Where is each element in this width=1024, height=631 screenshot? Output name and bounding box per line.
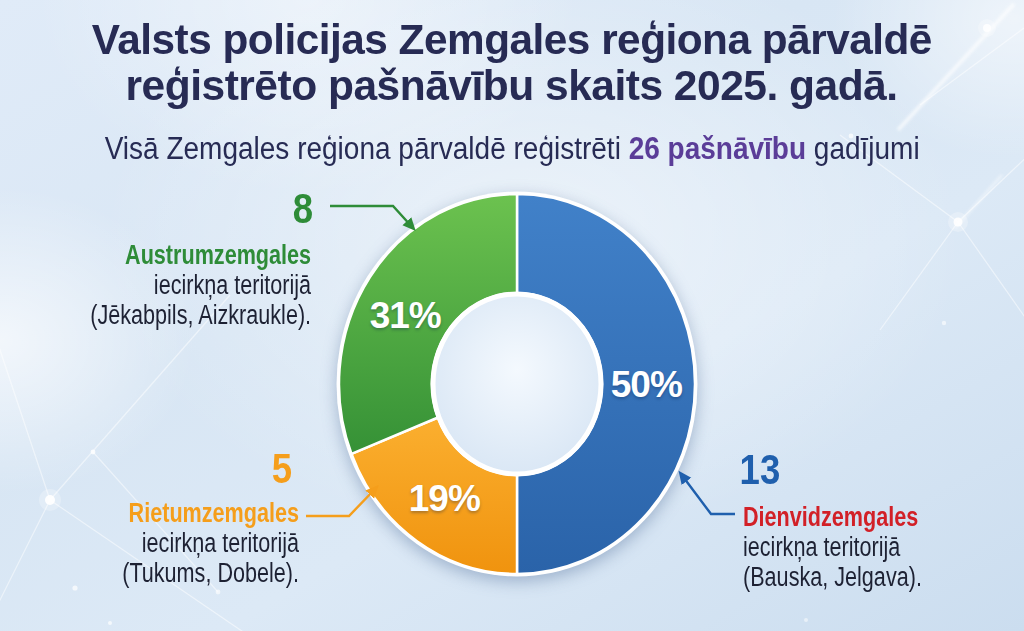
region-line2-austrumzemgales: iecirkņa teritorijā xyxy=(90,270,311,300)
leader-line-dienvidzemgales xyxy=(681,474,735,514)
percent-label-rietumzemgales: 19% xyxy=(409,478,480,519)
region-line2-dienvidzemgales: iecirkņa teritorijā xyxy=(743,532,922,562)
region-line2-rietumzemgales: iecirkņa teritorijā xyxy=(122,528,299,558)
percent-label-austrumzemgales: 31% xyxy=(370,295,441,336)
region-name-austrumzemgales: Austrumzemgales xyxy=(90,240,311,270)
region-line3-austrumzemgales: (Jēkabpils, Aizkraukle). xyxy=(90,300,311,330)
count-austrumzemgales: 8 xyxy=(293,186,313,230)
count-dienvidzemgales: 13 xyxy=(740,447,781,491)
leader-line-austrumzemgales xyxy=(330,206,413,228)
region-line3-dienvidzemgales: (Bauska, Jelgava). xyxy=(743,562,922,592)
region-line3-rietumzemgales: (Tukums, Dobele). xyxy=(122,558,299,588)
infographic-page: Valsts policijas Zemgales reģiona pārval… xyxy=(0,0,1024,631)
label-dienvidzemgales: Dienvidzemgales iecirkņa teritorijā (Bau… xyxy=(743,502,922,592)
leader-line-rietumzemgales xyxy=(306,488,376,516)
label-austrumzemgales: Austrumzemgales iecirkņa teritorijā (Jēk… xyxy=(90,240,311,330)
region-name-rietumzemgales: Rietumzemgales xyxy=(122,498,299,528)
count-rietumzemgales: 5 xyxy=(272,446,292,490)
percent-label-dienvidzemgales: 50% xyxy=(611,364,682,405)
region-name-dienvidzemgales: Dienvidzemgales xyxy=(743,502,922,532)
donut-hole xyxy=(433,294,601,474)
label-rietumzemgales: Rietumzemgales iecirkņa teritorijā (Tuku… xyxy=(122,498,299,588)
